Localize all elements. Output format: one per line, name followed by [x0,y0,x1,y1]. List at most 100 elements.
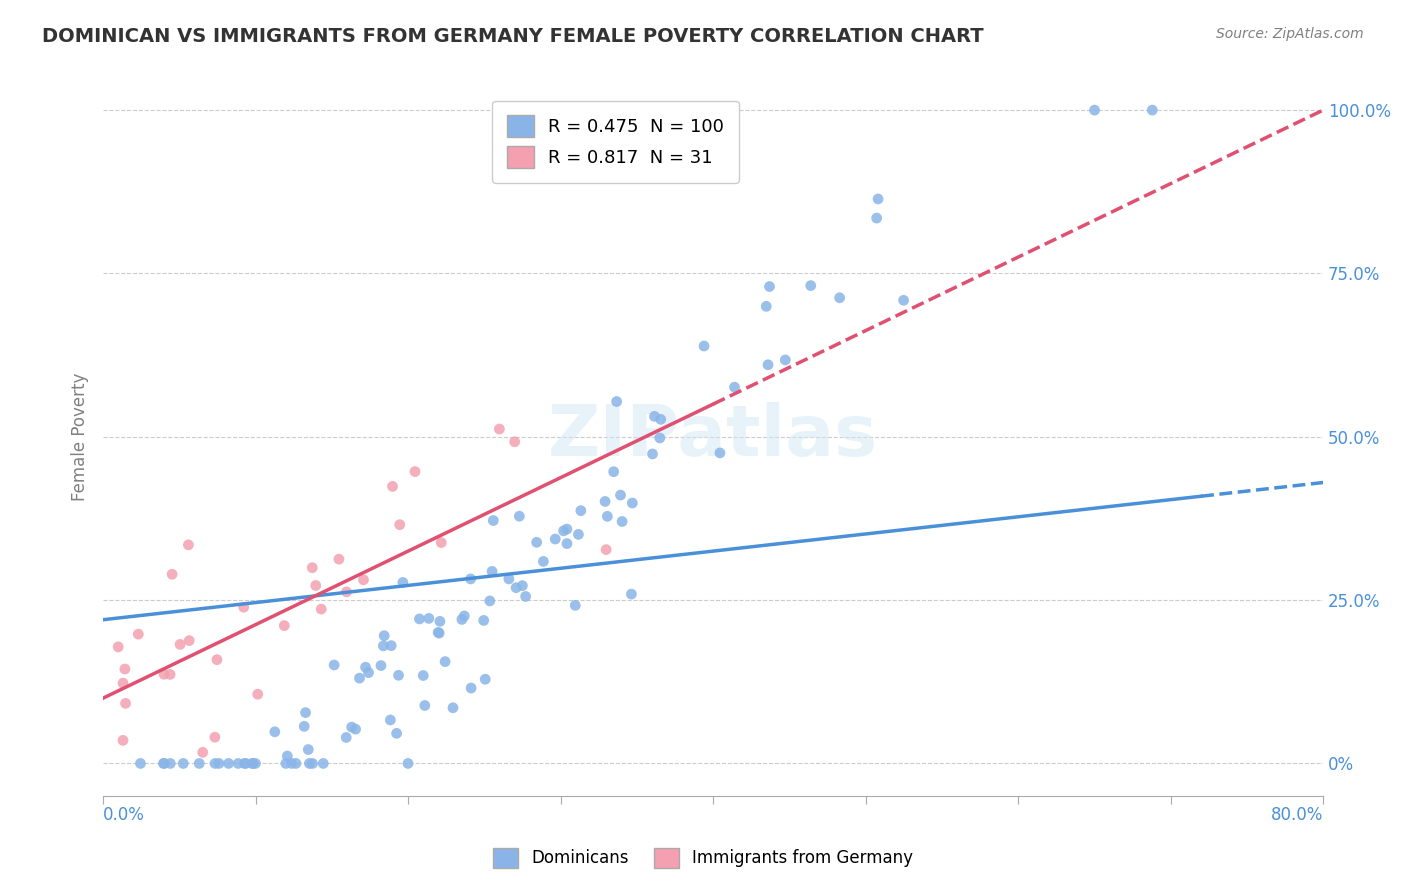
Point [460,681,482,695]
Point [159,756,181,771]
Point [828,291,851,305]
Point [460,572,482,586]
Point [107,640,129,654]
Point [621,496,644,510]
Point [191,745,214,759]
Point [1142,103,1164,117]
Point [544,532,567,546]
Point [169,637,191,651]
Point [609,488,631,502]
Point [204,730,226,744]
Point [242,756,264,771]
Point [893,293,915,308]
Point [620,587,643,601]
Point [413,698,436,713]
Point [606,394,628,409]
Point [246,687,269,701]
Point [555,522,578,536]
Point [755,299,778,313]
Point [204,756,226,771]
Point [385,726,408,740]
Point [235,756,257,771]
Point [418,611,440,625]
Text: ZIPatlas: ZIPatlas [548,402,879,471]
Point [112,676,135,690]
Point [472,614,495,628]
Point [114,697,136,711]
Point [153,667,176,681]
Point [596,509,619,524]
Point [1083,103,1105,117]
Point [373,639,395,653]
Point [335,731,357,745]
Point [693,339,716,353]
Point [312,756,335,771]
Point [481,565,503,579]
Point [593,494,616,508]
Point [488,422,510,436]
Point [453,609,475,624]
Point [370,658,392,673]
Point [478,594,501,608]
Point [756,358,779,372]
Point [242,756,264,771]
Point [569,503,592,517]
Point [344,722,367,736]
Point [866,211,889,225]
Point [553,524,575,538]
Point [564,599,586,613]
Point [301,560,323,574]
Point [505,581,527,595]
Point [177,538,200,552]
Point [430,535,453,549]
Point [353,573,375,587]
Point [152,756,174,771]
Text: 0.0%: 0.0% [103,805,145,824]
Point [498,572,520,586]
Point [218,756,240,771]
Legend: R = 0.475  N = 100, R = 0.817  N = 31: R = 0.475 N = 100, R = 0.817 N = 31 [492,101,738,183]
Text: 80.0%: 80.0% [1271,805,1323,824]
Point [349,671,371,685]
Point [301,756,323,771]
Point [159,667,181,681]
Point [114,662,136,676]
Point [388,517,411,532]
Point [441,700,464,714]
Point [512,579,534,593]
Point [427,626,450,640]
Point [305,578,328,592]
Point [531,554,554,568]
Text: Source: ZipAtlas.com: Source: ZipAtlas.com [1216,27,1364,41]
Point [610,515,633,529]
Point [129,756,152,771]
Point [276,749,298,764]
Point [643,409,665,424]
Point [508,509,530,524]
Point [373,629,395,643]
Point [354,660,377,674]
Point [188,756,211,771]
Text: DOMINICAN VS IMMIGRANTS FROM GERMANY FEMALE POVERTY CORRELATION CHART: DOMINICAN VS IMMIGRANTS FROM GERMANY FEM… [42,27,984,45]
Point [273,618,295,632]
Y-axis label: Female Poverty: Female Poverty [72,373,89,501]
Point [758,279,780,293]
Point [208,756,231,771]
Point [503,434,526,449]
Point [648,431,671,445]
Point [309,602,332,616]
Point [723,380,745,394]
Point [294,706,316,720]
Point [292,719,315,733]
Point [800,278,823,293]
Point [396,756,419,771]
Point [602,465,624,479]
Point [650,412,672,426]
Point [641,447,664,461]
Point [408,612,430,626]
Point [297,742,319,756]
Point [328,552,350,566]
Point [429,615,451,629]
Point [298,756,321,771]
Point [555,536,578,550]
